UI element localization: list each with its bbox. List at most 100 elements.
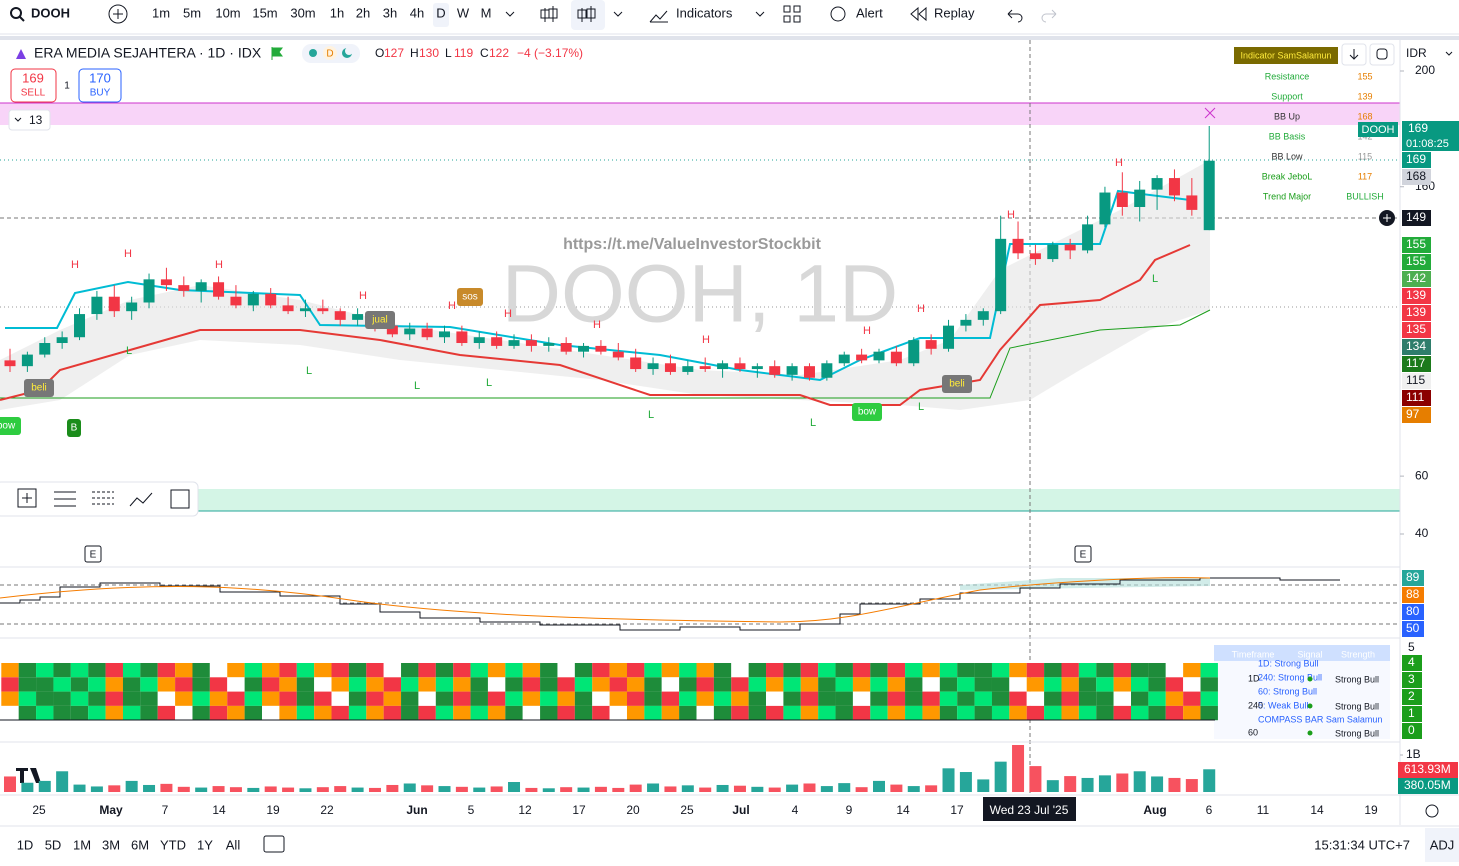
- event-marker[interactable]: [84, 545, 102, 563]
- interval[interactable]: 3h: [383, 5, 397, 20]
- chart-type-active[interactable]: [571, 0, 605, 30]
- replay-button[interactable]: Replay: [934, 5, 975, 20]
- compass-badge: [1402, 672, 1422, 688]
- tool-icon[interactable]: [129, 492, 153, 507]
- x-tick-label: 25: [32, 803, 46, 817]
- compass-row: 240: Strong Bull: [1258, 672, 1322, 682]
- compass-cell: [53, 677, 71, 692]
- x-tick-label: Aug: [1143, 803, 1166, 817]
- high-marker: H: [593, 319, 601, 331]
- compass-cell: [661, 705, 680, 721]
- bars-icon[interactable]: [577, 6, 596, 22]
- compass-cell: [870, 663, 888, 678]
- compass-cell: [661, 691, 680, 706]
- compass-cell: [609, 691, 627, 706]
- trend-line: [0, 309, 1211, 399]
- compass-cell: [1183, 691, 1201, 706]
- compass-cell: [88, 705, 106, 721]
- tool-icon[interactable]: [92, 491, 114, 505]
- table-value: BULLISH: [1346, 191, 1384, 201]
- event-marker[interactable]: [1074, 545, 1092, 563]
- x-tick-label: 19: [1364, 803, 1378, 817]
- compass-cell: [713, 677, 732, 692]
- range-button[interactable]: 1D: [17, 837, 34, 852]
- interval[interactable]: 30m: [290, 5, 315, 20]
- interval[interactable]: 10m: [215, 5, 240, 20]
- interval[interactable]: 5m: [183, 5, 201, 20]
- tool-icon[interactable]: [17, 488, 37, 508]
- buy-button[interactable]: [78, 68, 122, 103]
- adj-button[interactable]: ADJ: [1430, 837, 1455, 852]
- range-button[interactable]: 1Y: [197, 837, 213, 852]
- refresh-button[interactable]: [1369, 43, 1395, 66]
- compass-cell: [626, 705, 645, 721]
- price-badge-text: 169: [1406, 152, 1426, 166]
- interval[interactable]: D: [436, 5, 445, 20]
- compass-cell: [383, 691, 402, 706]
- range-button[interactable]: All: [226, 837, 241, 852]
- range-button[interactable]: 1M: [73, 837, 91, 852]
- compass-cell: [766, 677, 784, 692]
- flag-icon[interactable]: [271, 47, 283, 60]
- candle-body: [960, 319, 972, 326]
- low-marker: L: [1152, 273, 1158, 285]
- symbol[interactable]: DOOH: [31, 5, 70, 20]
- interval[interactable]: 2h: [356, 5, 370, 20]
- replay-icon[interactable]: [910, 6, 927, 22]
- range-button[interactable]: 5D: [45, 837, 62, 852]
- compass-cell: [1200, 705, 1218, 721]
- volume-bar: [264, 786, 277, 792]
- range-button[interactable]: YTD: [160, 837, 186, 852]
- compass-cell: [157, 677, 176, 692]
- delay-badge: [323, 46, 337, 60]
- compass-cell: [1044, 663, 1062, 678]
- y-tick-label: 40: [1415, 526, 1429, 540]
- tool-icon[interactable]: [170, 489, 190, 509]
- volume-bar: [38, 780, 51, 792]
- compass-cell: [835, 677, 853, 692]
- indicators-button[interactable]: Indicators: [676, 5, 733, 20]
- y-tick-label: 200: [1415, 63, 1435, 77]
- settings-icon[interactable]: [1425, 804, 1439, 818]
- interval[interactable]: 4h: [410, 5, 424, 20]
- table-value: 117: [1358, 171, 1372, 181]
- interval[interactable]: 15m: [252, 5, 277, 20]
- x-tick-label: 9: [846, 803, 853, 817]
- alert-button[interactable]: Alert: [856, 5, 883, 20]
- currency[interactable]: IDR: [1406, 46, 1427, 60]
- compare-button[interactable]: [108, 4, 128, 24]
- tool-icon[interactable]: [54, 491, 76, 507]
- indicators-icon[interactable]: [649, 10, 668, 23]
- volume-bar: [4, 776, 16, 792]
- compass-cell: [175, 691, 193, 706]
- candle-body: [1134, 189, 1146, 208]
- range-button[interactable]: 3M: [102, 837, 120, 852]
- interval[interactable]: W: [457, 5, 470, 20]
- date-range-icon[interactable]: [263, 835, 285, 853]
- compass-cell: [713, 705, 732, 721]
- signal-label: beli: [31, 383, 47, 394]
- compass-cell: [435, 663, 454, 678]
- redo-button[interactable]: [1041, 9, 1057, 23]
- volume-badge: [1398, 762, 1458, 778]
- compass-cell: [227, 691, 245, 706]
- compass-cell: [800, 663, 819, 678]
- sell-button[interactable]: [10, 68, 57, 103]
- interval[interactable]: M: [481, 5, 492, 20]
- high-marker: H: [917, 303, 925, 315]
- layouts-icon[interactable]: [783, 5, 801, 23]
- undo-button[interactable]: [1007, 9, 1023, 23]
- volume-badge-text: 613.93M: [1404, 762, 1451, 776]
- alert-icon[interactable]: [830, 6, 846, 22]
- layers-toggle[interactable]: [8, 109, 51, 131]
- range-button[interactable]: 6M: [131, 837, 149, 852]
- chevron[interactable]: [505, 11, 765, 17]
- tv-logo: [16, 768, 41, 783]
- candles-icon[interactable]: [540, 6, 558, 22]
- compass-cell: [957, 691, 975, 706]
- search-icon[interactable]: [10, 7, 22, 19]
- interval[interactable]: 1m: [152, 5, 170, 20]
- price-badge-text: 155: [1406, 237, 1426, 251]
- interval[interactable]: 1h: [330, 5, 344, 20]
- volume-bar: [681, 785, 694, 792]
